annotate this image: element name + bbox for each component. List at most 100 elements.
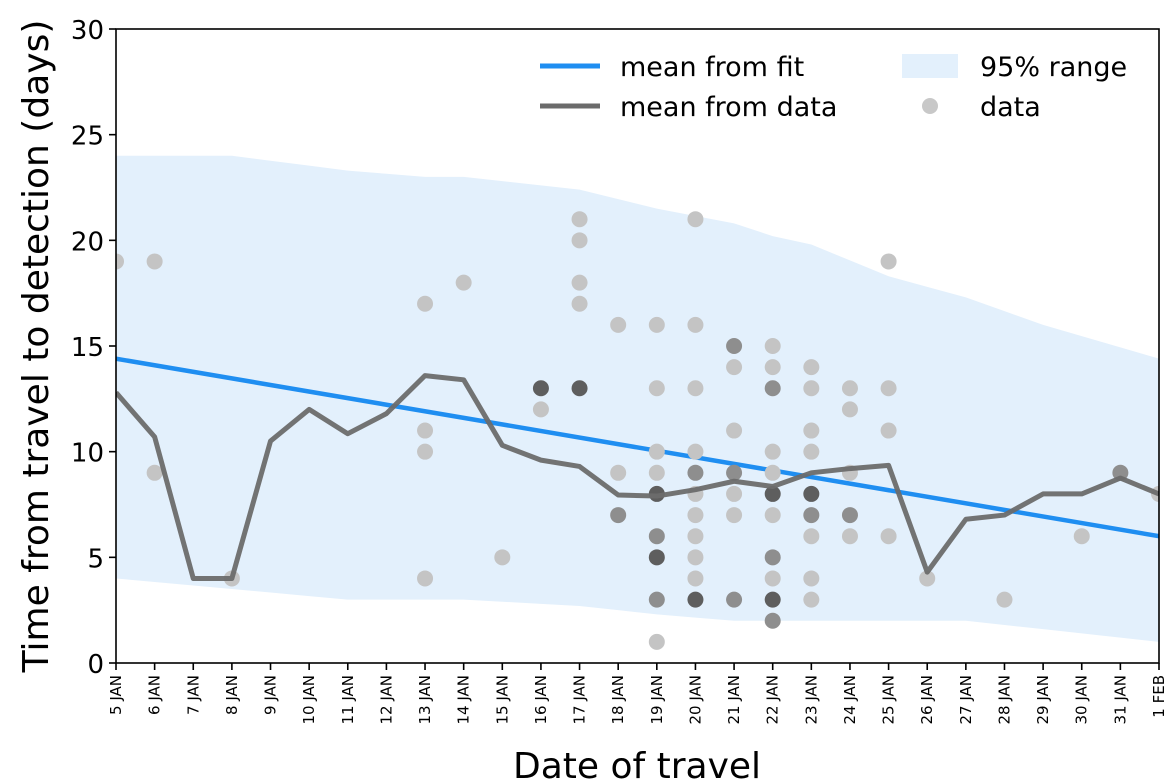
x-tick-label: 6 JAN [146, 675, 164, 715]
confidence-band-95 [116, 155, 1159, 642]
x-tick-label: 14 JAN [455, 675, 473, 725]
data-point [417, 422, 434, 439]
x-tick-label: 12 JAN [377, 675, 395, 725]
x-tick-label: 31 JAN [1111, 675, 1129, 725]
data-point [764, 507, 781, 524]
y-tick-label: 0 [87, 650, 104, 680]
x-tick-label: 30 JAN [1073, 675, 1091, 725]
data-point [764, 570, 781, 587]
data-point [116, 253, 124, 270]
legend-label: mean from data [620, 92, 837, 123]
y-tick-label: 25 [71, 122, 104, 152]
data-point [648, 549, 665, 566]
scatter-layer [116, 211, 1159, 650]
y-tick-label: 5 [87, 544, 104, 574]
legend-swatch-dot [922, 98, 938, 114]
x-tick-label: 26 JAN [918, 675, 936, 725]
y-tick-label: 15 [71, 333, 104, 363]
band-layer [116, 155, 1159, 642]
data-point [726, 338, 743, 354]
y-axis-title: Time from travel to detection (days) [16, 20, 57, 674]
data-point [726, 507, 743, 524]
x-tick-label: 15 JAN [493, 675, 511, 725]
x-tick-label: 27 JAN [957, 675, 975, 725]
data-point [610, 316, 627, 333]
data-point [764, 443, 781, 460]
series-line-mean-from-fit [116, 356, 1159, 539]
data-point [880, 380, 897, 397]
x-tick-label: 25 JAN [880, 675, 898, 725]
data-point [648, 464, 665, 481]
legend-swatch-band [902, 54, 958, 78]
fit-line-layer [116, 356, 1159, 539]
x-tick-label: 8 JAN [223, 675, 241, 715]
data-point [417, 295, 434, 312]
data-point [880, 422, 897, 439]
legend-label: mean from fit [620, 52, 804, 83]
data-point [919, 570, 936, 587]
data-point [764, 464, 781, 481]
data-point [571, 232, 588, 249]
x-axis-title: Date of travel [513, 746, 761, 784]
data-point [803, 570, 820, 587]
data-point [880, 253, 897, 270]
x-tick-label: 21 JAN [725, 675, 743, 725]
data-point [532, 401, 549, 418]
x-tick-label: 18 JAN [609, 675, 627, 725]
data-point [494, 549, 511, 566]
data-point [764, 549, 781, 566]
x-tick-label: 1 FEB [1150, 675, 1168, 718]
data-point [648, 591, 665, 608]
data-point [687, 211, 704, 228]
x-tick-label: 10 JAN [300, 675, 318, 725]
data-point [841, 507, 858, 524]
data-point [417, 570, 434, 587]
data-point [726, 591, 743, 608]
data-point [764, 380, 781, 397]
data-point [687, 570, 704, 587]
x-tick-label: 5 JAN [107, 675, 125, 715]
legend: mean from fit mean from data 95% range data [540, 52, 1127, 123]
x-tick-label: 11 JAN [339, 675, 357, 725]
y-tick-label: 30 [71, 16, 104, 46]
data-point [726, 464, 743, 481]
data-point [687, 316, 704, 333]
data-point [726, 485, 743, 502]
data-point [764, 338, 781, 354]
data-point [803, 422, 820, 439]
x-tick-label: 9 JAN [262, 675, 280, 715]
data-point [687, 528, 704, 545]
legend-label: 95% range [980, 52, 1127, 83]
x-tick-label: 20 JAN [686, 675, 704, 725]
data-point [726, 422, 743, 439]
data-point [146, 464, 163, 481]
data-point [687, 380, 704, 397]
data-point [803, 359, 820, 376]
data-point [571, 211, 588, 228]
x-tick-label: 23 JAN [802, 675, 820, 725]
data-point [764, 612, 781, 629]
mean-line-layer [116, 373, 1159, 581]
x-tick-label: 16 JAN [532, 675, 550, 725]
data-point [880, 528, 897, 545]
data-point [803, 528, 820, 545]
data-point [803, 507, 820, 524]
data-point [571, 274, 588, 291]
data-point [803, 443, 820, 460]
data-point [764, 591, 781, 608]
x-tick-label: 17 JAN [571, 675, 589, 725]
x-tick-label: 7 JAN [184, 675, 202, 715]
data-point [571, 295, 588, 312]
data-point [687, 443, 704, 460]
data-point [610, 507, 627, 524]
x-tick-label: 28 JAN [995, 675, 1013, 725]
x-tick-label: 13 JAN [416, 675, 434, 725]
data-point [648, 443, 665, 460]
data-point [841, 401, 858, 418]
y-tick-label: 10 [71, 439, 104, 469]
x-tick-label: 29 JAN [1034, 675, 1052, 725]
data-point [803, 591, 820, 608]
data-point [687, 591, 704, 608]
data-point [1112, 464, 1129, 481]
